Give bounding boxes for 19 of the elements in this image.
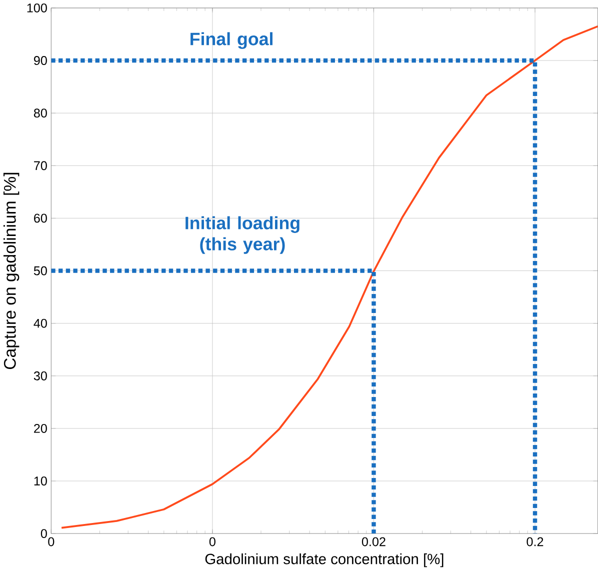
x-tick-label: 0 [48, 537, 54, 546]
y-tick-label: 60 [34, 214, 47, 223]
annotation: Final goal [190, 32, 272, 50]
x-axis-title: Gadolinium sulfate concentration [%] [205, 554, 444, 568]
x-tick-label: 0.2 [526, 537, 544, 546]
y-tick-label: 10 [34, 476, 47, 486]
y-tick-label: 20 [34, 424, 47, 434]
annotation: Initial loading (this year) [186, 216, 300, 254]
y-tick-label: 80 [34, 108, 47, 118]
y-tick-label: 70 [34, 161, 47, 170]
y-axis-title: Capture on gadolinium [%] [4, 173, 20, 370]
y-tick-label: 0 [40, 529, 47, 538]
y-tick-label: 100 [27, 4, 47, 13]
y-tick-label: 90 [34, 56, 47, 66]
y-tick-label: 40 [34, 319, 47, 328]
y-tick-label: 50 [34, 266, 47, 276]
y-tick-label: 30 [34, 372, 47, 381]
x-tick-label: 0.02 [362, 537, 386, 546]
x-tick-label: 0 [209, 537, 216, 546]
